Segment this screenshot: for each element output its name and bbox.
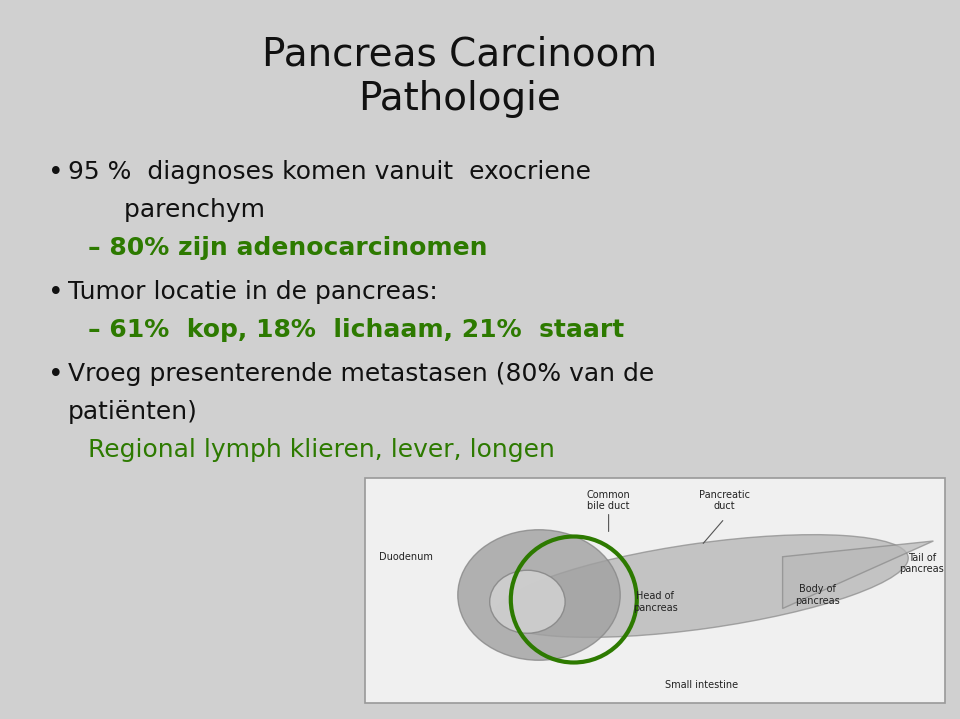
Text: Head of
pancreas: Head of pancreas — [633, 591, 678, 613]
FancyBboxPatch shape — [365, 478, 945, 703]
Text: parenchym: parenchym — [68, 198, 265, 222]
Text: Body of
pancreas: Body of pancreas — [795, 585, 840, 606]
Text: •: • — [48, 362, 63, 388]
Text: Tumor locatie in de pancreas:: Tumor locatie in de pancreas: — [68, 280, 438, 304]
Text: Vroeg presenterende metastasen (80% van de: Vroeg presenterende metastasen (80% van … — [68, 362, 655, 386]
Ellipse shape — [458, 530, 620, 660]
Text: Duodenum: Duodenum — [378, 551, 433, 562]
Text: Common
bile duct: Common bile duct — [587, 490, 631, 511]
Text: Tail of
pancreas: Tail of pancreas — [900, 553, 945, 574]
Text: •: • — [48, 160, 63, 186]
Text: Regional lymph klieren, lever, longen: Regional lymph klieren, lever, longen — [88, 438, 555, 462]
Text: •: • — [48, 280, 63, 306]
Ellipse shape — [490, 570, 565, 633]
Text: Pancreatic
duct: Pancreatic duct — [699, 490, 750, 511]
Text: – 61%  kop, 18%  lichaam, 21%  staart: – 61% kop, 18% lichaam, 21% staart — [88, 318, 624, 342]
Ellipse shape — [494, 535, 908, 637]
Text: Small intestine: Small intestine — [665, 680, 738, 690]
Polygon shape — [782, 541, 933, 608]
Text: – 80% zijn adenocarcinomen: – 80% zijn adenocarcinomen — [88, 236, 488, 260]
Text: Pathologie: Pathologie — [359, 80, 562, 118]
Text: patiënten): patiënten) — [68, 400, 198, 424]
Text: Pancreas Carcinoom: Pancreas Carcinoom — [262, 35, 658, 73]
Text: 95 %  diagnoses komen vanuit  exocriene: 95 % diagnoses komen vanuit exocriene — [68, 160, 591, 184]
